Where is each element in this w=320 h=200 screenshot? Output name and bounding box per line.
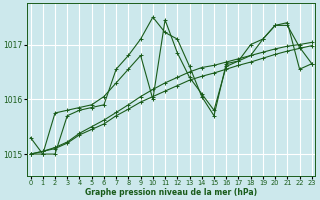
X-axis label: Graphe pression niveau de la mer (hPa): Graphe pression niveau de la mer (hPa): [85, 188, 257, 197]
